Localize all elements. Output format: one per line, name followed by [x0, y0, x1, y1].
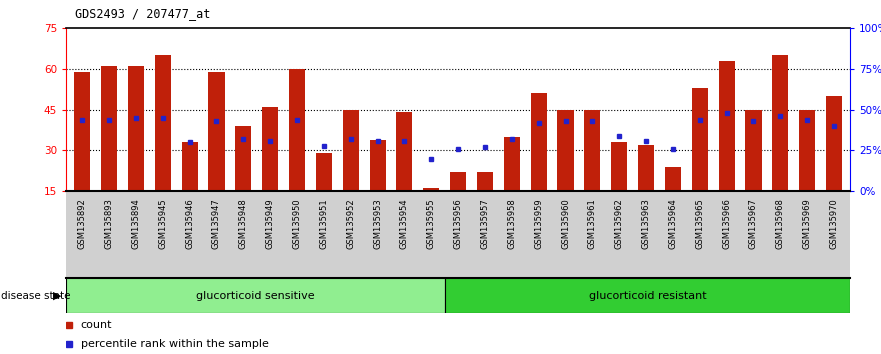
Text: GSM135955: GSM135955	[426, 198, 436, 249]
Bar	[477, 172, 493, 232]
Text: glucorticoid resistant: glucorticoid resistant	[589, 291, 707, 301]
Text: glucorticoid sensitive: glucorticoid sensitive	[196, 291, 315, 301]
Text: GSM135964: GSM135964	[669, 198, 677, 249]
Text: GSM135961: GSM135961	[588, 198, 597, 249]
Bar	[504, 137, 520, 232]
Bar	[315, 153, 332, 232]
Bar	[558, 110, 574, 232]
Text: GSM135954: GSM135954	[400, 198, 409, 249]
Bar	[773, 56, 788, 232]
Bar	[611, 142, 627, 232]
Text: ▶: ▶	[53, 291, 62, 301]
Text: GDS2493 / 207477_at: GDS2493 / 207477_at	[75, 7, 211, 20]
Text: GSM135952: GSM135952	[346, 198, 355, 249]
Bar	[692, 88, 707, 232]
Bar	[584, 110, 601, 232]
Bar	[826, 96, 842, 232]
Text: GSM135950: GSM135950	[292, 198, 301, 249]
Text: GSM135951: GSM135951	[319, 198, 329, 249]
Bar	[101, 66, 117, 232]
Bar	[530, 93, 547, 232]
Bar	[799, 110, 815, 232]
Bar	[665, 167, 681, 232]
Bar	[445, 278, 850, 313]
Bar	[289, 69, 305, 232]
Bar	[155, 56, 171, 232]
Bar	[396, 113, 412, 232]
Text: count: count	[81, 320, 112, 330]
Text: GSM135969: GSM135969	[803, 198, 811, 249]
Text: GSM135966: GSM135966	[722, 198, 731, 249]
Text: disease state: disease state	[1, 291, 70, 301]
Bar	[369, 139, 386, 232]
Bar	[235, 126, 251, 232]
Bar	[262, 107, 278, 232]
Text: GSM135946: GSM135946	[185, 198, 194, 249]
Bar	[66, 278, 445, 313]
Text: GSM135965: GSM135965	[695, 198, 704, 249]
Text: percentile rank within the sample: percentile rank within the sample	[81, 339, 269, 349]
Text: GSM135957: GSM135957	[480, 198, 490, 249]
Text: GSM135947: GSM135947	[212, 198, 221, 249]
Text: GSM135959: GSM135959	[534, 198, 544, 249]
Text: GSM135894: GSM135894	[131, 198, 140, 249]
Bar	[638, 145, 654, 232]
Bar	[450, 172, 466, 232]
Text: GSM135956: GSM135956	[454, 198, 463, 249]
Text: GSM135968: GSM135968	[776, 198, 785, 249]
Text: GSM135949: GSM135949	[266, 198, 275, 249]
Bar	[719, 61, 735, 232]
Bar	[181, 142, 197, 232]
Bar	[343, 110, 359, 232]
Text: GSM135892: GSM135892	[78, 198, 86, 249]
Bar	[74, 72, 90, 232]
Bar	[128, 66, 144, 232]
Text: GSM135893: GSM135893	[105, 198, 114, 249]
Text: GSM135970: GSM135970	[830, 198, 839, 249]
Bar	[423, 188, 440, 232]
Text: GSM135958: GSM135958	[507, 198, 516, 249]
Text: GSM135962: GSM135962	[615, 198, 624, 249]
Text: GSM135960: GSM135960	[561, 198, 570, 249]
Text: GSM135967: GSM135967	[749, 198, 758, 249]
Bar	[209, 72, 225, 232]
Text: GSM135948: GSM135948	[239, 198, 248, 249]
Text: GSM135963: GSM135963	[641, 198, 650, 249]
Bar	[745, 110, 761, 232]
Text: GSM135953: GSM135953	[373, 198, 382, 249]
Text: GSM135945: GSM135945	[159, 198, 167, 249]
